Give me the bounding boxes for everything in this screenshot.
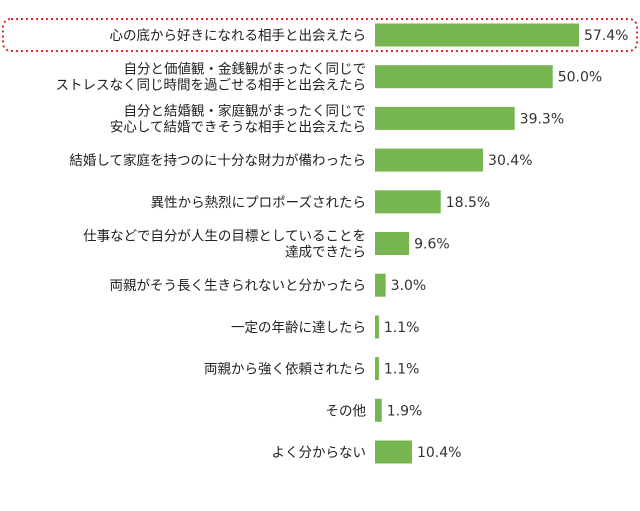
category-label-9: その他	[326, 403, 367, 419]
value-label-4: 18.5%	[446, 195, 490, 211]
category-label-3: 結婚して家庭を持つのに十分な財力が備わったら	[69, 152, 366, 169]
category-label-2-line-0: 自分と結婚観・家庭観がまったく同じで	[124, 102, 366, 119]
category-label-8: 両親から強く依頼されたら	[204, 362, 366, 378]
value-label-5: 9.6%	[414, 237, 450, 253]
category-label-1-line-0: 自分と価値観・金銭観がまったく同じで	[124, 61, 366, 78]
value-label-2: 39.3%	[520, 111, 564, 127]
value-label-6: 3.0%	[391, 278, 427, 294]
bar-6	[375, 273, 386, 297]
category-label-5-line-0: 仕事などで自分が人生の目標としていることを	[83, 229, 366, 245]
bars-layer	[375, 23, 579, 464]
category-label-2-line-1: 安心して結婚できそうな相手と出会えたら	[110, 119, 366, 135]
category-label-6: 両親がそう長く生きられないと分かったら	[110, 278, 367, 294]
value-label-1: 50.0%	[558, 70, 602, 86]
category-label-7: 一定の年齢に達したら	[231, 320, 366, 336]
bar-2	[375, 106, 515, 130]
bar-9	[375, 398, 382, 422]
value-label-8: 1.1%	[384, 362, 420, 378]
value-label-10: 10.4%	[417, 445, 461, 461]
bar-3	[375, 148, 484, 172]
bar-10	[375, 440, 412, 464]
category-labels: 心の底から好きになれる相手と出会えたら自分と価値観・金銭観がまったく同じでストレ…	[56, 28, 367, 461]
value-label-0: 57.4%	[584, 28, 628, 44]
value-labels: 57.4% 50.0% 39.3% 30.4% 18.5% 9.6% 3.0% 1.1% 1.1…	[384, 28, 629, 461]
bar-7	[375, 315, 379, 339]
value-label-7: 1.1%	[384, 320, 420, 336]
category-label-0: 心の底から好きになれる相手と出会えたら	[110, 28, 367, 44]
bar-8	[375, 357, 379, 381]
category-label-4: 異性から熱烈にプロポーズされたら	[151, 195, 366, 211]
bar-5	[375, 232, 410, 255]
bar-0	[375, 23, 579, 47]
category-label-5-line-1: 達成できたら	[285, 245, 366, 261]
category-label-1-line-1: ストレスなく同じ時間を過ごせる相手と出会えたら	[56, 78, 367, 94]
bar-1	[375, 65, 553, 89]
category-label-10: よく分からない	[272, 445, 367, 461]
value-label-9: 1.9%	[387, 403, 423, 419]
value-label-3: 30.4%	[488, 153, 532, 169]
bar-4	[375, 190, 441, 214]
